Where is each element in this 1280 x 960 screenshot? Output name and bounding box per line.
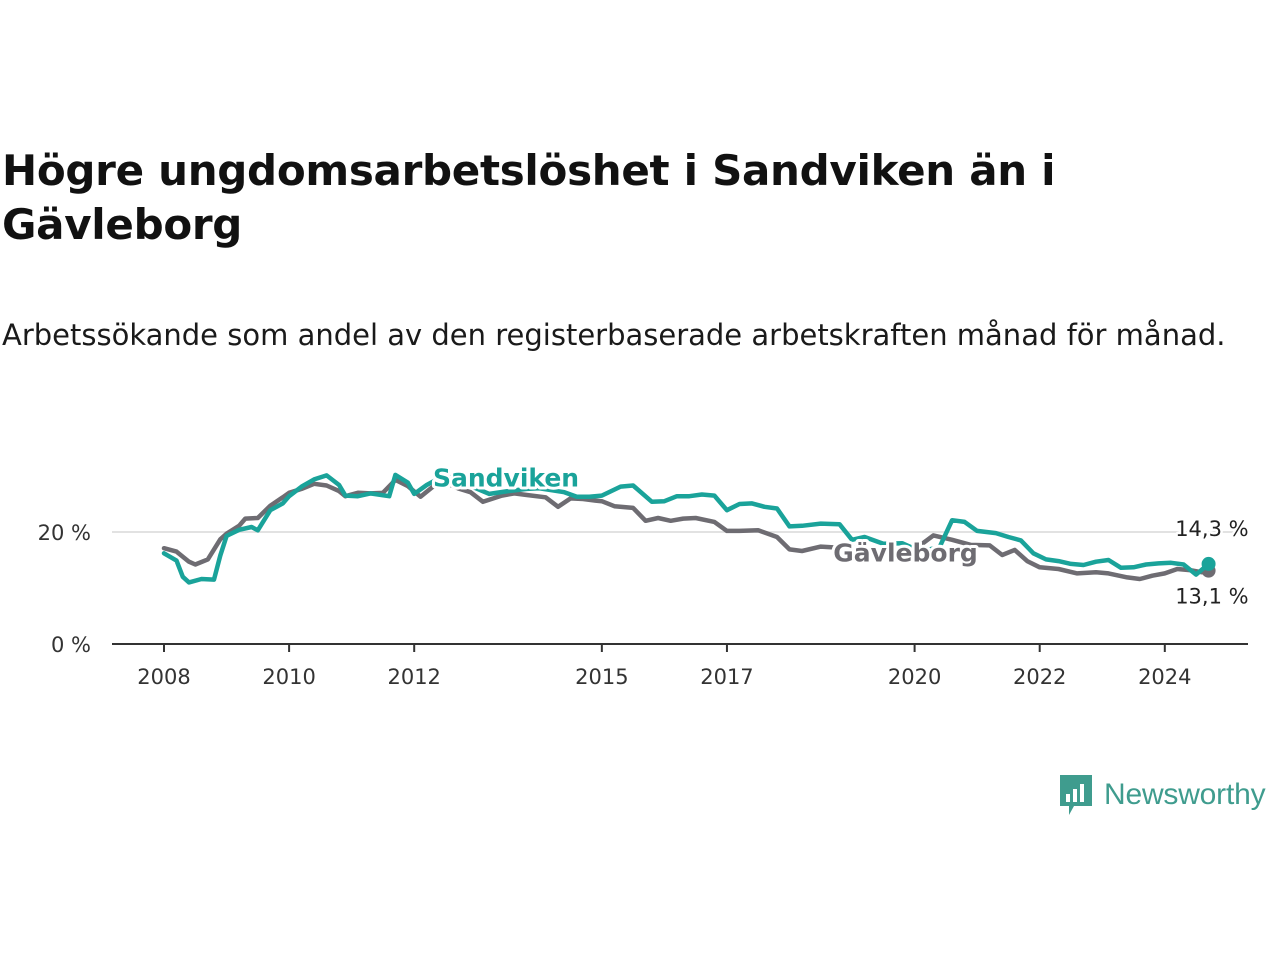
series-name-label: Sandviken: [433, 464, 579, 493]
series-line-sandviken: [161, 472, 1211, 585]
series-end-value-label: 14,3 %: [1175, 517, 1248, 541]
newsworthy-logo-icon: [1060, 775, 1092, 815]
chart-title: Högre ungdomsarbetslöshet i Sandviken än…: [2, 146, 1056, 249]
brand-name: Newsworthy: [1104, 778, 1266, 811]
chart-subtitle: Arbetssökande som andel av den registerb…: [2, 318, 1226, 352]
axes: 0 % 20 % 2008 2010 2012 2015 2017 2020 2022 2024: [38, 521, 1248, 689]
series-lines: [161, 472, 1216, 585]
x-tick-label: 2017: [700, 665, 753, 689]
series-name-label: Gävleborg: [833, 539, 978, 568]
x-tick-label: 2012: [387, 665, 440, 689]
y-tick-label: 0 %: [51, 633, 91, 657]
x-tick-label: 2022: [1013, 665, 1066, 689]
x-tick-label: 2010: [262, 665, 315, 689]
x-tick-label: 2024: [1138, 665, 1191, 689]
series-end-point: [1201, 556, 1216, 571]
y-tick-label: 20 %: [38, 521, 91, 545]
series-labels: Gävleborg 13,1 % Sandviken 14,3 %: [430, 461, 1251, 612]
x-tick-label: 2015: [575, 665, 628, 689]
series-end-value-label: 13,1 %: [1175, 585, 1248, 609]
x-tick-label: 2008: [137, 665, 190, 689]
x-tick-label: 2020: [888, 665, 941, 689]
newsworthy-brand[interactable]: Newsworthy: [1058, 773, 1266, 817]
line-chart: 0 %20 %2008 2010 2012 2015 2017 2020 2022 2024 …: [38, 461, 1251, 689]
